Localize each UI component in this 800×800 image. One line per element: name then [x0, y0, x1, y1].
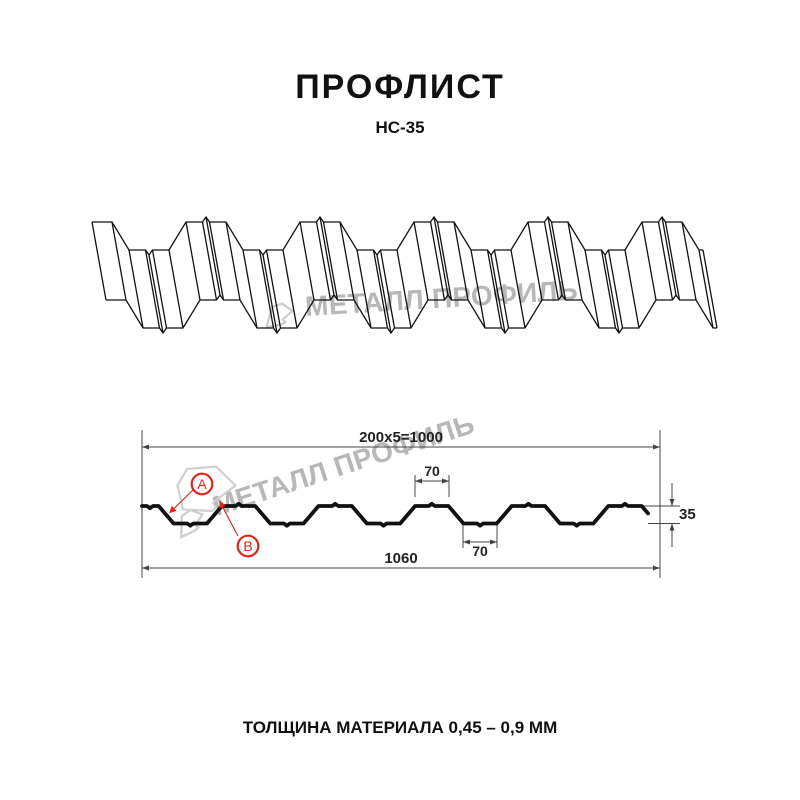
svg-text:A: A	[197, 476, 207, 492]
svg-text:B: B	[243, 538, 252, 554]
svg-text:1060: 1060	[384, 550, 417, 567]
svg-text:35: 35	[679, 506, 696, 523]
svg-text:200x5=1000: 200x5=1000	[359, 429, 443, 446]
svg-text:70: 70	[472, 543, 488, 559]
svg-text:70: 70	[424, 463, 440, 479]
